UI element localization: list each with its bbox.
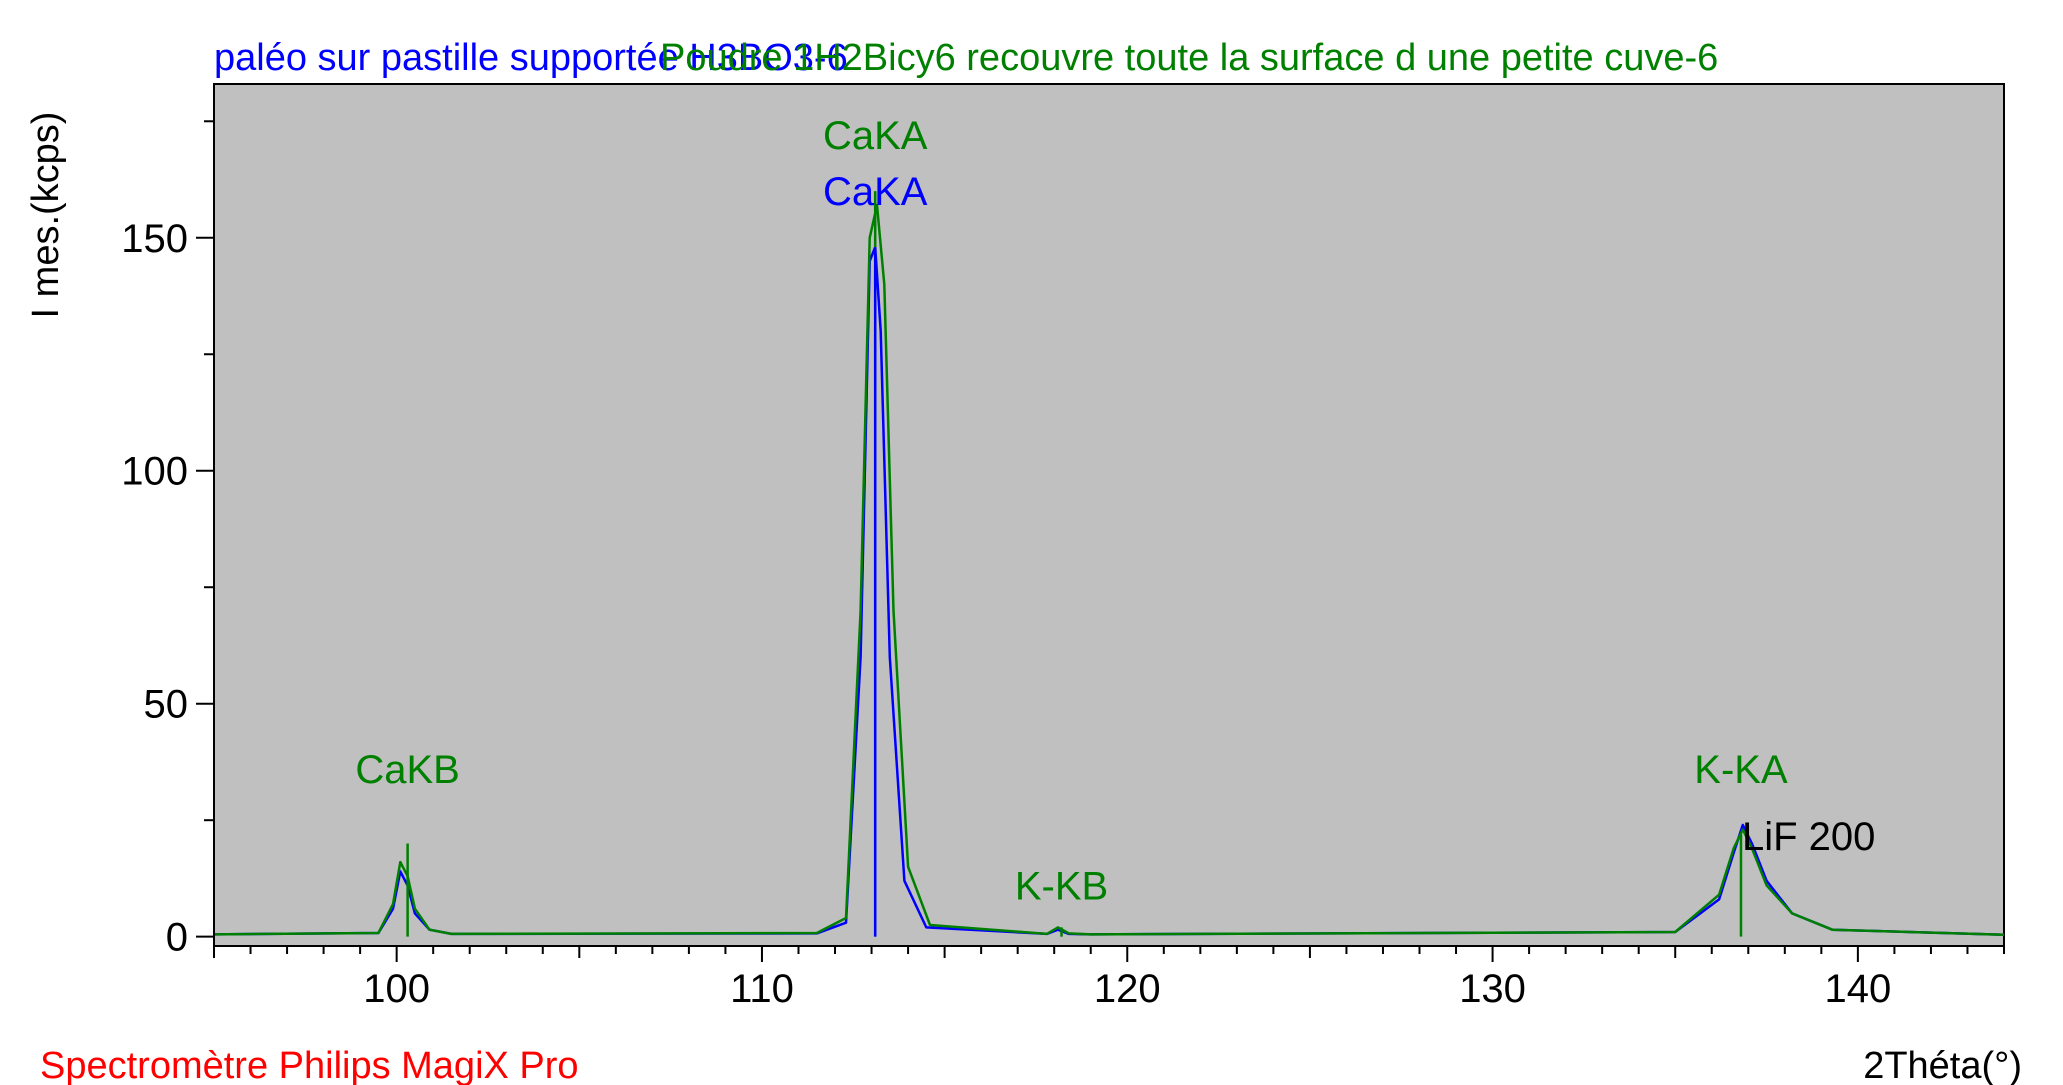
peak-label-1: CaKA xyxy=(823,114,928,158)
peak-label-4: K-KA xyxy=(1694,748,1788,792)
x-tick-label: 140 xyxy=(1825,967,1892,1011)
y-tick-label: 100 xyxy=(121,450,188,494)
x-tick-label: 110 xyxy=(730,967,794,1011)
crystal-label: LiF 200 xyxy=(1742,815,1875,859)
y-axis-label: I mes.(kcps) xyxy=(25,112,67,319)
x-tick-label: 120 xyxy=(1094,967,1161,1011)
peak-label-2: CaKA xyxy=(823,170,928,214)
y-tick-label: 50 xyxy=(144,683,189,727)
peak-label-3: K-KB xyxy=(1015,864,1108,908)
plot-area xyxy=(214,84,2004,946)
x-ticks: 100 110 120 130 140 xyxy=(214,946,2004,1011)
x-tick-label: 100 xyxy=(363,967,430,1011)
y-tick-label: 150 xyxy=(121,217,188,261)
y-tick-label: 0 xyxy=(166,916,188,960)
chart-title-green: Poudre 1H2Bicy6 recouvre toute la surfac… xyxy=(660,37,1718,79)
peak-label-0: CaKB xyxy=(355,748,460,792)
footer-instrument: Spectromètre Philips MagiX Pro xyxy=(40,1045,579,1085)
x-axis-label: 2Théta(°) xyxy=(1863,1045,2022,1085)
x-tick-label: 130 xyxy=(1459,967,1526,1011)
y-ticks: 0 50 100 150 xyxy=(121,121,214,959)
